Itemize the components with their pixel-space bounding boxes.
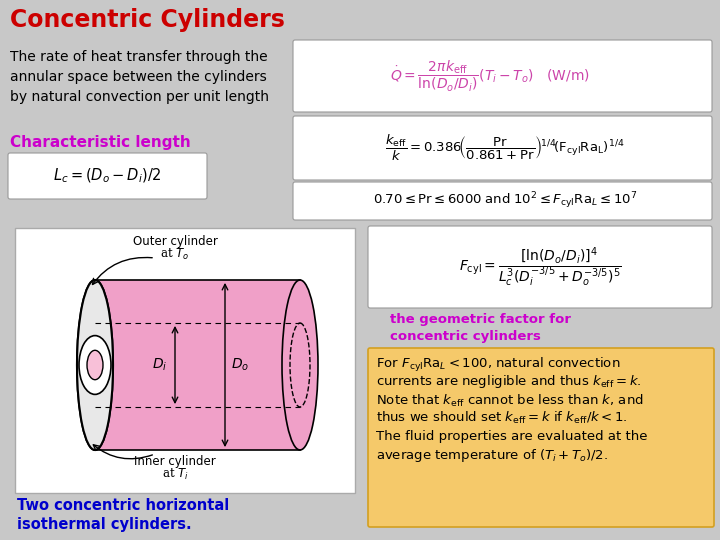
Text: $D_i$: $D_i$ [152,357,167,373]
Text: Note that $k_{\rm eff}$ cannot be less than $k$, and: Note that $k_{\rm eff}$ cannot be less t… [376,393,644,409]
Text: the geometric factor for
concentric cylinders: the geometric factor for concentric cyli… [390,313,571,343]
FancyBboxPatch shape [8,153,207,199]
Text: average temperature of $(T_i + T_o)/2$.: average temperature of $(T_i + T_o)/2$. [376,447,608,464]
Ellipse shape [77,280,113,450]
Text: For $F_{\rm cyl}{\rm Ra}_L < 100$, natural convection: For $F_{\rm cyl}{\rm Ra}_L < 100$, natur… [376,356,621,374]
Ellipse shape [282,280,318,450]
Text: Inner cylinder: Inner cylinder [134,455,216,468]
Ellipse shape [87,350,103,380]
Text: $0.70 \leq {\rm Pr} \leq 6000\;{\rm and}\;10^2 \leq F_{\rm cyl}{\rm Ra}_L \leq 1: $0.70 \leq {\rm Pr} \leq 6000\;{\rm and}… [373,191,637,211]
Text: currents are negligible and thus $k_{\rm eff} = k$.: currents are negligible and thus $k_{\rm… [376,373,642,390]
FancyBboxPatch shape [293,182,712,220]
Text: The rate of heat transfer through the
annular space between the cylinders
by nat: The rate of heat transfer through the an… [10,50,269,104]
Text: $L_c = (D_o - D_i)/2$: $L_c = (D_o - D_i)/2$ [53,167,161,185]
FancyBboxPatch shape [368,226,712,308]
Text: at $T_o$: at $T_o$ [161,247,189,262]
Text: thus we should set $k_{\rm eff} = k$ if $k_{\rm eff}/k < 1$.: thus we should set $k_{\rm eff} = k$ if … [376,410,628,426]
Text: The fluid properties are evaluated at the: The fluid properties are evaluated at th… [376,430,647,443]
Ellipse shape [77,280,113,450]
Text: at $T_i$: at $T_i$ [161,467,189,482]
FancyBboxPatch shape [293,40,712,112]
FancyBboxPatch shape [293,116,712,180]
FancyBboxPatch shape [15,228,355,493]
Polygon shape [95,280,300,450]
Text: $F_{\rm cyl} = \dfrac{[\ln(D_o/D_i)]^4}{L_c^3(D_i^{-3/5}+D_o^{-3/5})^5}$: $F_{\rm cyl} = \dfrac{[\ln(D_o/D_i)]^4}{… [459,245,621,289]
Text: Concentric Cylinders: Concentric Cylinders [10,8,285,32]
FancyBboxPatch shape [368,348,714,527]
Text: Outer cylinder: Outer cylinder [132,235,217,248]
Text: $\dfrac{k_{\rm eff}}{k} = 0.386\!\left(\dfrac{\rm Pr}{0.861+{\rm Pr}}\right)^{\!: $\dfrac{k_{\rm eff}}{k} = 0.386\!\left(\… [385,133,625,163]
Text: Two concentric horizontal
isothermal cylinders.: Two concentric horizontal isothermal cyl… [17,498,229,532]
Text: $D_o$: $D_o$ [231,357,249,373]
Ellipse shape [79,335,111,394]
Text: Characteristic length: Characteristic length [10,135,191,150]
Text: $\dot{Q} = \dfrac{2\pi k_{\rm eff}}{\ln(D_o/D_i)}(T_i - T_o)$$\quad\rm(W/m)$: $\dot{Q} = \dfrac{2\pi k_{\rm eff}}{\ln(… [390,58,590,93]
